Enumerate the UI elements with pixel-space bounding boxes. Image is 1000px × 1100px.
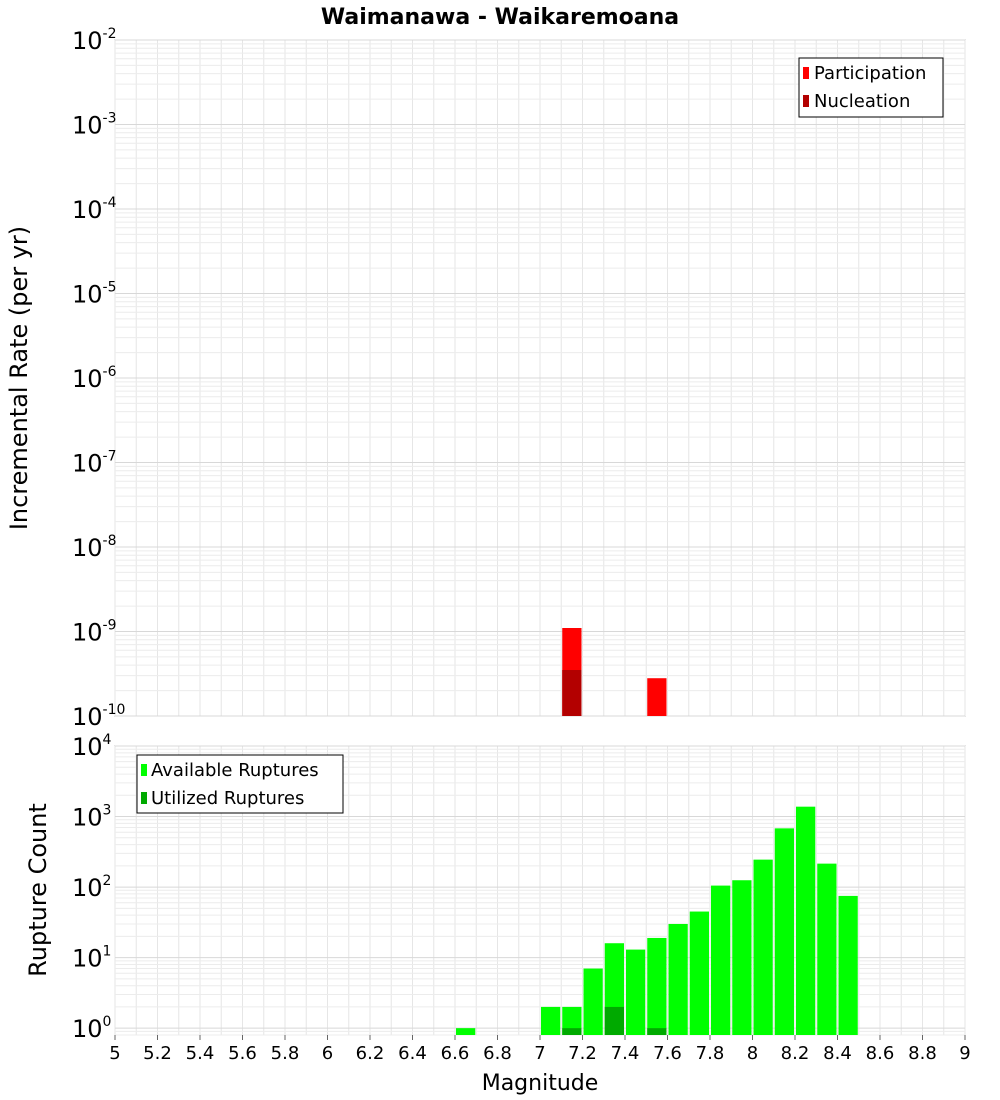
y-tick-label: 10-6: [72, 364, 117, 393]
y-tick-label: 10-4: [72, 195, 117, 224]
y-tick-label: 101: [72, 944, 111, 973]
y-tick-label: 10-10: [72, 702, 125, 731]
x-tick-label: 8.8: [908, 1043, 937, 1064]
legend-swatch-participation: [803, 67, 809, 79]
count-legend: Available Ruptures Utilized Ruptures: [136, 754, 344, 814]
bar-available-ruptures: [774, 828, 794, 1035]
bar-available-ruptures: [626, 949, 646, 1035]
x-tick-label: 7.4: [611, 1043, 640, 1064]
x-tick-label: 8.2: [781, 1043, 810, 1064]
x-tick-label: 8.4: [823, 1043, 852, 1064]
bar-utilized-ruptures: [604, 1006, 624, 1035]
x-tick-label: 7.6: [653, 1043, 682, 1064]
x-tick-label: 8.6: [866, 1043, 895, 1064]
bar-available-ruptures: [583, 968, 603, 1035]
y-tick-label: 10-7: [72, 449, 117, 478]
count-legend-box: [136, 754, 344, 814]
count-bars: [456, 806, 858, 1035]
x-tick-label: 5.2: [143, 1043, 172, 1064]
rate-legend-box: [798, 57, 944, 118]
y-tick-label: 102: [72, 873, 111, 902]
bar-available-ruptures: [456, 1028, 476, 1035]
count-y-ticks: 104 103 102 101 100: [72, 732, 112, 1043]
bar-available-ruptures: [796, 806, 816, 1035]
rate-y-axis-label: Incremental Rate (per yr): [5, 226, 33, 530]
bar-available-ruptures: [838, 895, 858, 1035]
x-tick-label: 5.6: [228, 1043, 257, 1064]
bar-available-ruptures: [817, 863, 837, 1035]
bar-available-ruptures: [732, 880, 752, 1035]
rate-panel: 10-2 10-3 10-4 10-5 10-6 10-7 10-8 10-9 10-10 In…: [5, 26, 966, 731]
rate-bars: [562, 628, 667, 716]
legend-label-utilized: Utilized Ruptures: [151, 788, 304, 809]
chart-title: Waimanawa - Waikaremoana: [321, 5, 679, 30]
rate-legend: Participation Nucleation: [798, 57, 944, 118]
x-tick-label: 9: [959, 1043, 970, 1064]
legend-swatch-nucleation: [803, 95, 809, 107]
x-tick-label: 8: [747, 1043, 758, 1064]
x-axis-label: Magnitude: [482, 1071, 599, 1096]
count-grid: [114, 745, 966, 1036]
x-tick-label: 5.4: [186, 1043, 215, 1064]
count-y-axis-label: Rupture Count: [24, 803, 52, 977]
legend-label-participation: Participation: [814, 63, 926, 84]
y-tick-label: 10-2: [72, 26, 117, 55]
bar-available-ruptures: [562, 1006, 582, 1035]
x-tick-label: 6.2: [356, 1043, 385, 1064]
legend-swatch-available: [141, 764, 147, 776]
bar-available-ruptures: [711, 885, 731, 1035]
legend-label-available: Available Ruptures: [151, 760, 319, 781]
x-tick-label: 6.6: [441, 1043, 470, 1064]
bar-utilized-ruptures: [562, 1028, 582, 1035]
x-tick-label: 6.4: [398, 1043, 427, 1064]
bar-utilized-ruptures: [647, 1028, 667, 1035]
bar-participation: [647, 678, 667, 716]
y-tick-label: 104: [72, 732, 112, 761]
y-tick-label: 10-3: [72, 111, 117, 140]
y-tick-label: 100: [72, 1014, 111, 1043]
x-tick-label: 7: [534, 1043, 545, 1064]
legend-swatch-utilized: [141, 792, 147, 804]
rate-grid: [114, 39, 966, 717]
y-tick-label: 10-5: [72, 280, 117, 309]
count-x-ticks: 5 5.2 5.4 5.6 5.8 6 6.2 6.4 6.6 6.8 7 7.2 7.4 7.6 7.8 8…: [109, 1035, 971, 1064]
y-tick-label: 10-9: [72, 618, 117, 647]
y-tick-label: 103: [72, 803, 111, 832]
x-tick-label: 6.8: [483, 1043, 512, 1064]
legend-label-nucleation: Nucleation: [814, 91, 910, 112]
bar-available-ruptures: [541, 1006, 561, 1035]
x-tick-label: 7.8: [696, 1043, 725, 1064]
rate-y-ticks: 10-2 10-3 10-4 10-5 10-6 10-7 10-8 10-9 10-10: [72, 26, 125, 731]
bar-available-ruptures: [753, 859, 773, 1035]
count-panel: 104 103 102 101 100 5 5.2 5.4 5.6 5.8 6 6.2 6.4 6.6 6…: [24, 732, 971, 1096]
y-tick-label: 10-8: [72, 533, 117, 562]
bar-available-ruptures: [668, 923, 688, 1035]
bar-nucleation: [562, 670, 582, 716]
x-tick-label: 7.2: [568, 1043, 597, 1064]
x-tick-label: 5: [109, 1043, 120, 1064]
x-tick-label: 5.8: [271, 1043, 300, 1064]
bar-available-ruptures: [689, 911, 709, 1035]
bar-available-ruptures: [647, 937, 667, 1035]
x-tick-label: 6: [322, 1043, 333, 1064]
